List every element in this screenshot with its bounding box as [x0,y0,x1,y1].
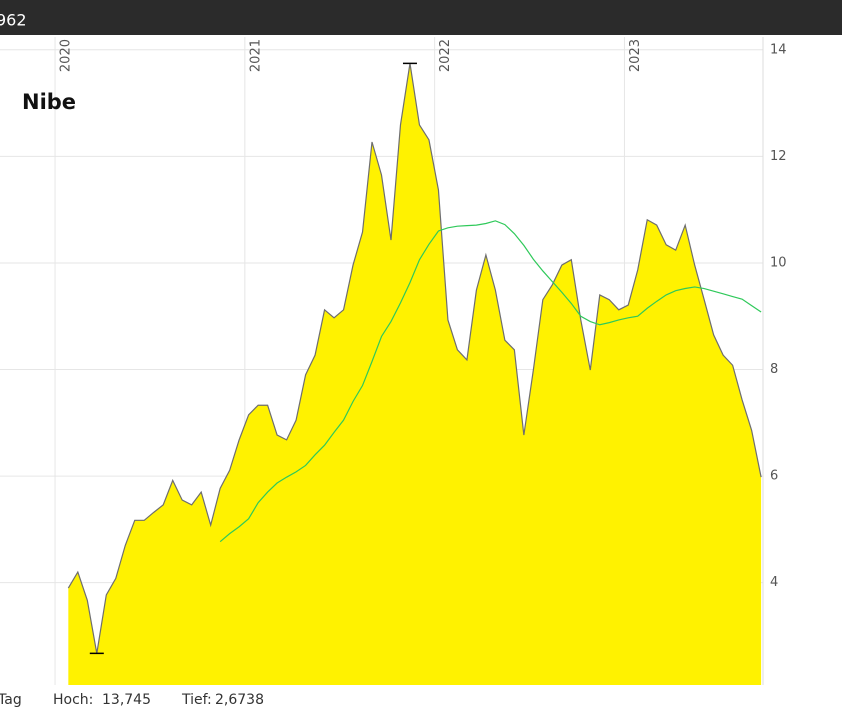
y-tick-label: 12 [770,149,787,164]
footer-low-label: Tief: [181,692,212,708]
footer-period: Tag [0,692,22,708]
plot: 4 6 8 10 12 14 2020 2021 2022 2023 [0,37,787,685]
footer-low-value: 2,6738 [215,692,264,708]
y-tick-label: 14 [770,42,787,57]
y-tick-label: 6 [770,469,778,484]
x-tick-label: 2022 [438,39,453,72]
line [219,220,762,543]
x-tick-label: 2020 [59,39,74,72]
y-tick-label: 4 [770,575,778,590]
top-bar [0,0,842,35]
x-tick-label: 2021 [248,39,263,72]
y-tick-label: 10 [770,255,787,270]
area-fill [68,63,762,685]
top-bar-text: 962 [0,11,27,30]
line [67,63,762,654]
chart-title: Nibe [22,90,76,114]
footer-high-label: Hoch: [53,692,93,708]
footer-high-value: 13,745 [102,692,151,708]
y-tick-label: 8 [770,362,778,377]
x-tick-label: 2023 [628,39,643,72]
